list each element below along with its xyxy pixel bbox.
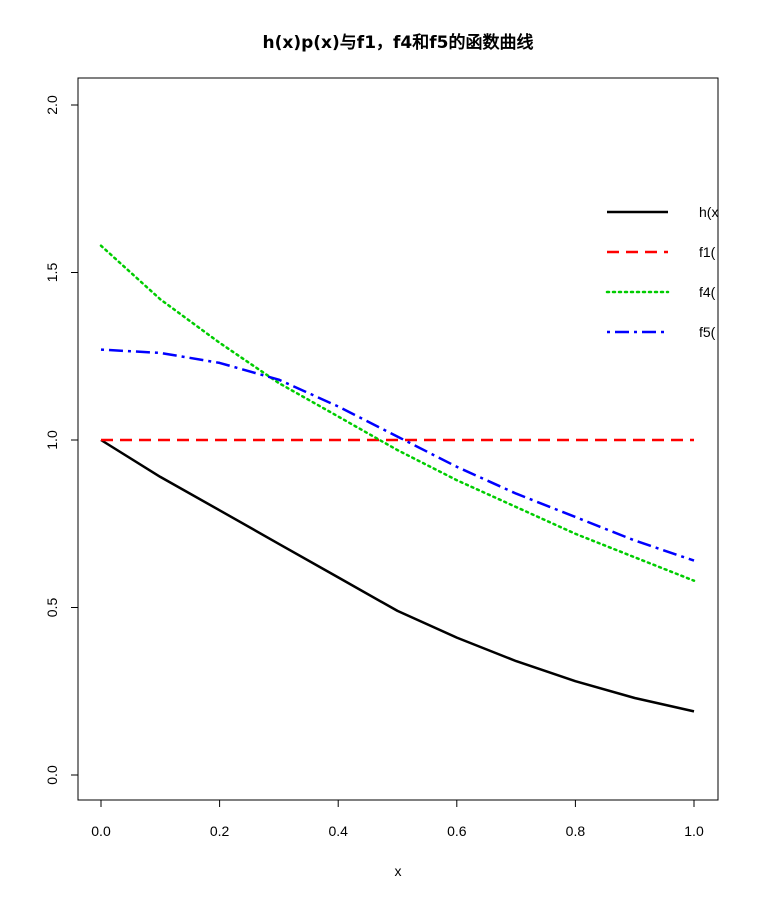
- chart-title: h(x)p(x)与f1，f4和f5的函数曲线: [263, 32, 534, 53]
- x-tick-label: 0.6: [447, 823, 467, 839]
- legend-label: f1(: [699, 244, 716, 260]
- legend-label: f4(: [699, 284, 716, 300]
- axes: 0.0 0.2 0.4 0.6 0.8 1.0 0.0 0.5 1.0 1.5 2.0: [44, 95, 704, 839]
- y-tick-label: 2.0: [44, 95, 60, 115]
- x-tick-label: 0.0: [91, 823, 111, 839]
- x-tick-label: 0.2: [210, 823, 230, 839]
- y-tick-label: 1.0: [44, 430, 60, 450]
- series-line-hx: [100, 438, 695, 713]
- x-tick-label: 0.8: [566, 823, 586, 839]
- x-tick-label: 0.4: [328, 823, 348, 839]
- y-tick-label: 0.5: [44, 598, 60, 618]
- legend-entries: h(x f1( f4( f5(: [605, 204, 718, 340]
- x-tick-label: 1.0: [684, 823, 704, 839]
- legend-label: h(x: [699, 204, 718, 220]
- series-line-f4: [99, 244, 696, 582]
- series-layer: [99, 244, 696, 713]
- legend: h(x f1( f4( f5(: [605, 204, 718, 340]
- y-tick-label: 0.0: [44, 765, 60, 785]
- y-tick-label: 1.5: [44, 263, 60, 283]
- series-line-f5: [100, 348, 695, 562]
- x-axis-label: x: [395, 863, 402, 879]
- legend-label: f5(: [699, 324, 716, 340]
